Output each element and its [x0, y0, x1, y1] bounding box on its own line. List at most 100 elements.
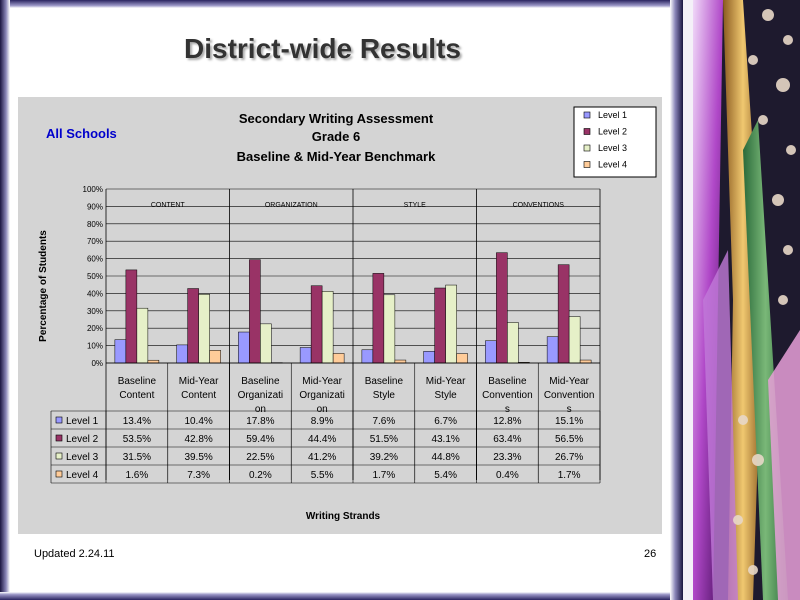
table-value: 15.1%	[555, 416, 583, 427]
x-category-label: Mid-Year	[302, 376, 342, 387]
legend-swatch	[583, 111, 591, 119]
y-tick-label: 50%	[87, 272, 103, 281]
table-value: 43.1%	[431, 434, 459, 445]
bar	[299, 347, 312, 364]
floral-pattern-image	[683, 0, 800, 600]
y-tick-label: 40%	[87, 289, 103, 298]
table-series-swatch	[55, 416, 63, 424]
slide-frame-bottom	[0, 592, 683, 600]
table-value: 63.4%	[493, 434, 521, 445]
strand-label: CONTENT	[151, 202, 186, 209]
chart-title-line: Secondary Writing Assessment	[239, 111, 434, 126]
bar	[249, 259, 261, 364]
chart-title-line: Grade 6	[312, 129, 360, 144]
table-value: 31.5%	[123, 452, 151, 463]
y-tick-label: 80%	[87, 220, 103, 229]
slide-frame-top	[0, 0, 683, 8]
y-tick-label: 20%	[87, 324, 103, 333]
slide-frame-left	[0, 0, 10, 600]
bar	[496, 252, 508, 364]
decorative-floral-strip	[683, 0, 800, 600]
bar	[136, 307, 149, 364]
table-value: 1.7%	[372, 470, 395, 481]
bar	[187, 288, 199, 364]
bar	[568, 316, 581, 364]
bar	[546, 336, 559, 364]
table-value: 42.8%	[184, 434, 212, 445]
legend-label: Level 3	[598, 143, 627, 153]
table-value: 56.5%	[555, 434, 583, 445]
legend-label: Level 2	[598, 127, 627, 137]
x-category-label: Convention	[482, 390, 533, 401]
bar	[125, 269, 138, 364]
table-value: 44.8%	[431, 452, 459, 463]
y-tick-label: 10%	[87, 342, 103, 351]
y-axis-title: Percentage of Students	[38, 230, 49, 342]
chart-title-line: Baseline & Mid-Year Benchmark	[237, 149, 436, 164]
x-category-label: Convention	[544, 390, 595, 401]
table-value: 12.8%	[493, 416, 521, 427]
bar	[260, 323, 272, 364]
table-value: 5.4%	[434, 470, 457, 481]
bar	[310, 285, 323, 364]
table-value: 22.5%	[246, 452, 274, 463]
table-value: 7.3%	[187, 470, 210, 481]
x-category-label: s	[567, 404, 572, 415]
table-series-name: Level 2	[66, 434, 99, 445]
strand-label: STYLE	[404, 202, 427, 209]
table-series-name: Level 4	[66, 470, 99, 481]
bar	[361, 349, 374, 364]
x-category-label: Baseline	[365, 376, 404, 387]
bar	[456, 353, 468, 364]
x-category-label: Content	[119, 390, 154, 401]
x-category-label: on	[255, 404, 266, 415]
table-value: 13.4%	[123, 416, 151, 427]
bar	[579, 359, 592, 364]
chart-panel: Secondary Writing Assessment Grade 6 Basel…	[18, 97, 662, 534]
x-category-label: Baseline	[118, 376, 157, 387]
table-value: 5.5%	[311, 470, 334, 481]
table-series-name: Level 3	[66, 452, 99, 463]
chart-subtitle: All Schools	[46, 126, 117, 141]
bar	[321, 291, 334, 364]
bar	[383, 294, 396, 364]
x-category-label: Baseline	[488, 376, 527, 387]
x-category-label: Organizati	[299, 390, 345, 401]
legend-swatch	[583, 128, 591, 135]
table-value: 7.6%	[372, 416, 395, 427]
x-category-label: on	[317, 404, 328, 415]
table-series-swatch	[55, 434, 63, 442]
bar	[394, 359, 407, 364]
table-value: 26.7%	[555, 452, 583, 463]
bar	[445, 284, 457, 364]
table-value: 10.4%	[184, 416, 212, 427]
x-axis-title: Writing Strands	[306, 511, 381, 522]
legend-swatch	[583, 161, 591, 168]
bar	[557, 264, 570, 364]
legend-label: Level 4	[598, 160, 627, 170]
y-tick-label: 90%	[87, 202, 103, 211]
x-category-label: Mid-Year	[426, 376, 466, 387]
bar	[147, 359, 160, 364]
footer-updated-date: Updated 2.24.11	[34, 548, 115, 560]
bar	[238, 331, 250, 364]
x-category-label: s	[505, 404, 510, 415]
bar	[332, 353, 345, 364]
table-value: 23.3%	[493, 452, 521, 463]
table-value: 0.2%	[249, 470, 272, 481]
table-value: 39.5%	[184, 452, 212, 463]
table-series-swatch	[55, 452, 63, 460]
table-series-swatch	[55, 470, 63, 478]
strand-label: CONVENTIONS	[513, 202, 565, 209]
x-category-label: Baseline	[241, 376, 280, 387]
bar	[198, 294, 210, 364]
x-category-label: Mid-Year	[549, 376, 589, 387]
legend-label: Level 1	[598, 110, 627, 120]
x-category-label: Style	[373, 390, 396, 401]
table-value: 59.4%	[246, 434, 274, 445]
bar	[372, 273, 385, 364]
slide-title: District-wide Results	[184, 33, 461, 64]
bar	[485, 340, 497, 364]
slide-frame-right	[670, 0, 683, 600]
y-tick-label: 70%	[87, 237, 103, 246]
